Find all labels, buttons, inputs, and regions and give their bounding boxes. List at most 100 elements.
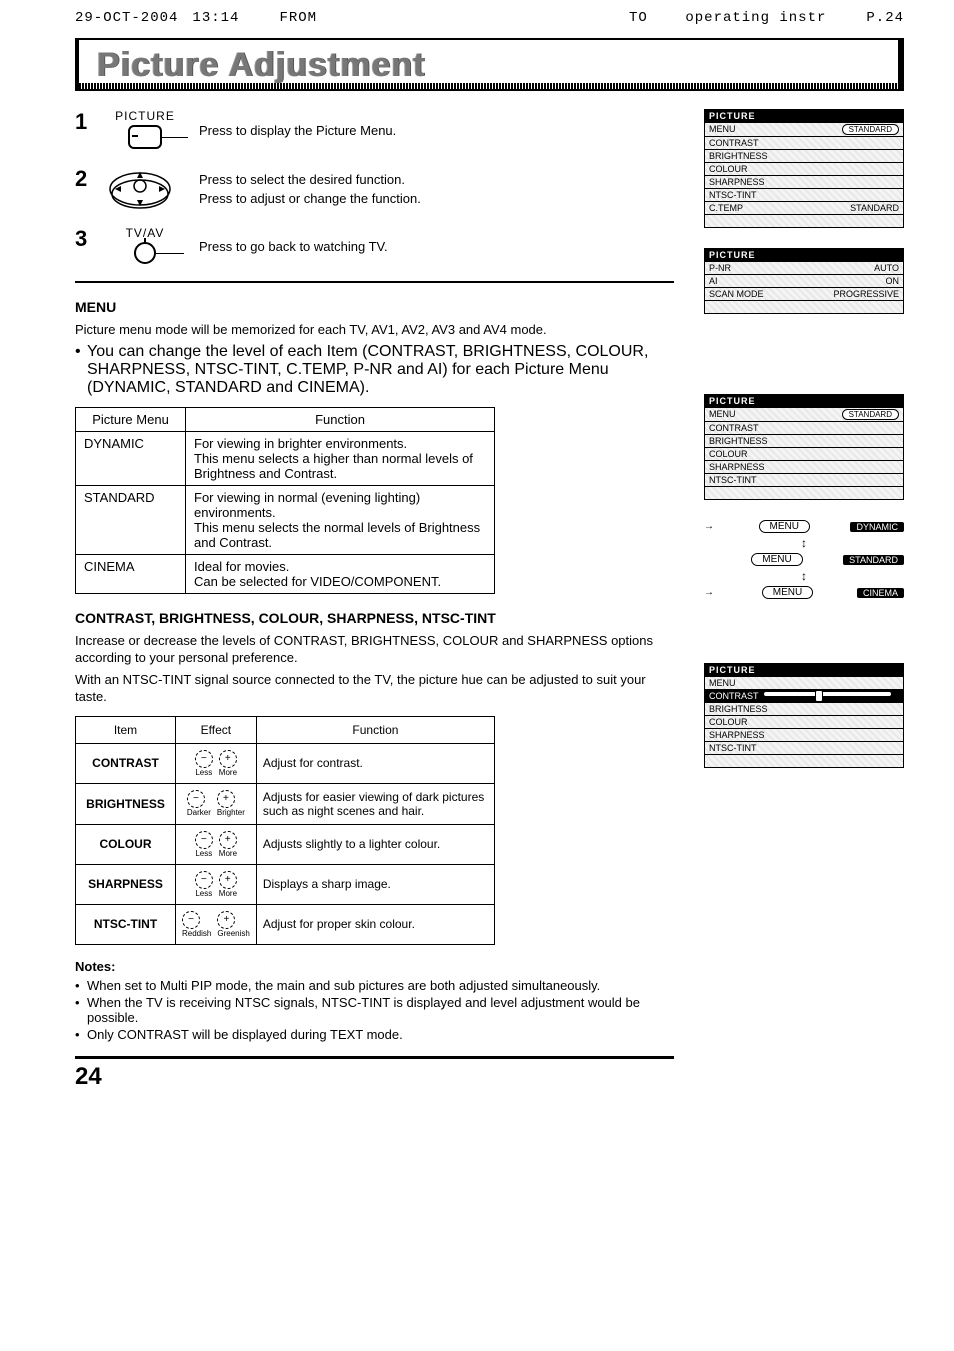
- menu-cycle-val-0: DYNAMIC: [850, 522, 904, 532]
- adjust-func: Adjust for proper skin colour.: [256, 904, 494, 944]
- osd-row: SHARPNESS: [705, 460, 903, 473]
- adjust-func: Adjusts slightly to a lighter colour.: [256, 824, 494, 864]
- note-item: •When the TV is receiving NTSC signals, …: [75, 995, 674, 1025]
- tvav-button-icon: [134, 242, 156, 264]
- menu-intro: Picture menu mode will be memorized for …: [75, 321, 674, 339]
- page-number: 24: [75, 1063, 674, 1091]
- osd-panel-4: PICTURE MENU CONTRAST BRIGHTNESS COLOUR …: [704, 663, 904, 768]
- menu-heading: MENU: [75, 299, 674, 315]
- osd-row: SHARPNESS: [705, 728, 903, 741]
- osd-row: CONTRAST: [705, 421, 903, 434]
- osd-row: COLOUR: [705, 162, 903, 175]
- adj-th-2: Function: [256, 716, 494, 743]
- document-page: 29-OCT-2004 13:14 FROM TO operating inst…: [0, 0, 954, 1121]
- picture-menu-table: Picture Menu Function DYNAMICFor viewing…: [75, 407, 495, 594]
- step-num-2: 2: [75, 166, 105, 192]
- osd-row: MENU: [705, 676, 903, 689]
- adjust-effect: −Reddish+Greenish: [176, 904, 257, 944]
- adjust-item: CONTRAST: [76, 743, 176, 783]
- step-num-1: 1: [75, 109, 105, 135]
- title-box: Picture Adjustment: [75, 38, 904, 91]
- step-1: 1 PICTURE Press to display the Picture M…: [75, 109, 674, 152]
- adjust-item: SHARPNESS: [76, 864, 176, 904]
- step-num-3: 3: [75, 226, 105, 252]
- osd-row: BRIGHTNESS: [705, 702, 903, 715]
- step-2-text-b: Press to adjust or change the function.: [199, 189, 421, 209]
- osd-row: CONTRAST: [705, 689, 903, 702]
- osd-row: [705, 214, 903, 227]
- osd-panel-3: PICTURE MENUSTANDARDCONTRAST BRIGHTNESS …: [704, 394, 904, 500]
- notes-heading: Notes:: [75, 959, 674, 974]
- osd-panel-1: PICTURE MENUSTANDARDCONTRAST BRIGHTNESS …: [704, 109, 904, 228]
- pm-row-func: For viewing in normal (evening lighting)…: [186, 485, 495, 554]
- pm-th-1: Function: [186, 407, 495, 431]
- divider: [75, 281, 674, 283]
- osd-row: AION: [705, 274, 903, 287]
- adjust-p2: With an NTSC-TINT signal source connecte…: [75, 671, 674, 706]
- osd1-title: PICTURE: [705, 110, 903, 122]
- osd-panel-2: PICTURE P-NRAUTOAIONSCAN MODEPROGRESSIVE: [704, 248, 904, 314]
- footer-rule: [75, 1056, 674, 1059]
- osd-row: MENUSTANDARD: [705, 122, 903, 136]
- fax-date: 29-OCT-2004: [75, 10, 178, 26]
- adjust-p1: Increase or decrease the levels of CONTR…: [75, 632, 674, 667]
- menu-cycle-btn-2: MENU: [762, 586, 813, 599]
- menu-cycle-val-1: STANDARD: [843, 555, 904, 565]
- fax-time: 13:14: [192, 10, 239, 26]
- adjust-effect: −Less+More: [176, 824, 257, 864]
- osd-row: BRIGHTNESS: [705, 434, 903, 447]
- osd-row: NTSC-TINT: [705, 741, 903, 754]
- joystick-icon: [105, 166, 175, 212]
- fax-page: P.24: [866, 10, 904, 26]
- osd-row: COLOUR: [705, 447, 903, 460]
- picture-button-icon: [128, 125, 162, 149]
- menu-cycle: → MENU DYNAMIC ↕ MENU STANDARD ↕ → MENU …: [704, 520, 904, 599]
- picture-label: PICTURE: [105, 109, 185, 123]
- adjust-effect: −Less+More: [176, 864, 257, 904]
- pm-row-func: Ideal for movies.Can be selected for VID…: [186, 554, 495, 593]
- osd-row: BRIGHTNESS: [705, 149, 903, 162]
- adjust-item: NTSC-TINT: [76, 904, 176, 944]
- pm-th-0: Picture Menu: [76, 407, 186, 431]
- osd-row: COLOUR: [705, 715, 903, 728]
- fax-to-label: TO: [629, 10, 648, 26]
- osd2-title: PICTURE: [705, 249, 903, 261]
- step-2-text-a: Press to select the desired function.: [199, 170, 421, 190]
- note-item: •Only CONTRAST will be displayed during …: [75, 1027, 674, 1042]
- osd-row: [705, 300, 903, 313]
- adjust-item: BRIGHTNESS: [76, 783, 176, 824]
- adjust-heading: CONTRAST, BRIGHTNESS, COLOUR, SHARPNESS,…: [75, 610, 674, 626]
- pm-row-name: CINEMA: [76, 554, 186, 593]
- adjust-func: Displays a sharp image.: [256, 864, 494, 904]
- fax-to-value: operating instr: [685, 10, 826, 26]
- osd-row: [705, 486, 903, 499]
- osd4-title: PICTURE: [705, 664, 903, 676]
- adjust-effect: −Darker+Brighter: [176, 783, 257, 824]
- menu-cycle-val-2: CINEMA: [857, 588, 904, 598]
- step-3: 3 TV/AV Press to go back to watching TV.: [75, 226, 674, 267]
- osd-row: C.TEMPSTANDARD: [705, 201, 903, 214]
- adjust-func: Adjust for contrast.: [256, 743, 494, 783]
- menu-cycle-btn-1: MENU: [751, 553, 802, 566]
- page-title: Picture Adjustment: [97, 46, 880, 85]
- note-item: •When set to Multi PIP mode, the main an…: [75, 978, 674, 993]
- adjust-func: Adjusts for easier viewing of dark pictu…: [256, 783, 494, 824]
- adj-th-1: Effect: [176, 716, 257, 743]
- adj-th-0: Item: [76, 716, 176, 743]
- osd-row: NTSC-TINT: [705, 473, 903, 486]
- osd-row: MENUSTANDARD: [705, 407, 903, 421]
- osd-row: P-NRAUTO: [705, 261, 903, 274]
- step-2: 2: [75, 166, 674, 212]
- osd-column: PICTURE MENUSTANDARDCONTRAST BRIGHTNESS …: [704, 109, 904, 1091]
- menu-cycle-btn-0: MENU: [759, 520, 810, 533]
- osd-row: SCAN MODEPROGRESSIVE: [705, 287, 903, 300]
- fax-header: 29-OCT-2004 13:14 FROM TO operating inst…: [75, 10, 904, 26]
- osd-row: SHARPNESS: [705, 175, 903, 188]
- adjust-item: COLOUR: [76, 824, 176, 864]
- step-1-text: Press to display the Picture Menu.: [199, 121, 396, 141]
- pm-row-func: For viewing in brighter environments.Thi…: [186, 431, 495, 485]
- menu-bullet: • You can change the level of each Item …: [75, 343, 674, 397]
- pm-row-name: DYNAMIC: [76, 431, 186, 485]
- adjust-table: Item Effect Function CONTRAST−Less+MoreA…: [75, 716, 495, 945]
- osd-row: CONTRAST: [705, 136, 903, 149]
